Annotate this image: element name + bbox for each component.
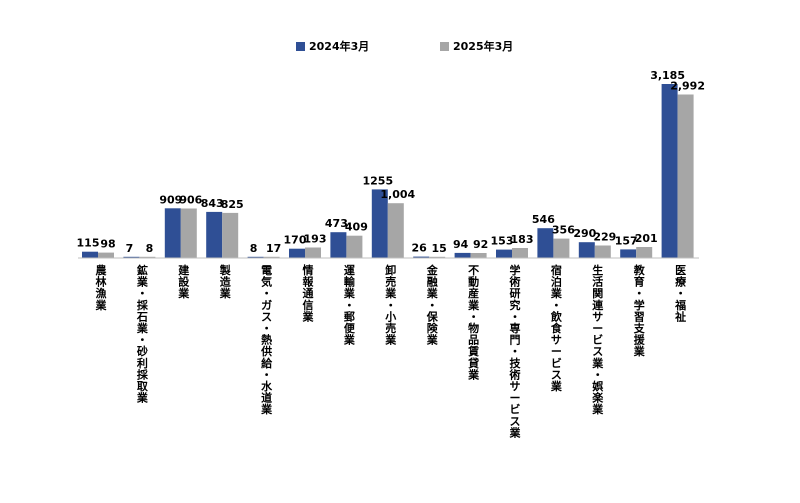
bar-s0-c14 [661, 84, 678, 258]
legend-label-1: 2025年3月 [453, 39, 513, 53]
bar-s0-c7 [371, 189, 388, 258]
category-label-6: 運輸業・郵便業 [343, 264, 356, 347]
value-label-s1-c11: 356 [552, 224, 575, 237]
bar-s1-c12 [594, 245, 611, 258]
value-label-s1-c4: 17 [266, 242, 281, 255]
category-label-7: 卸売業・小売業 [384, 263, 397, 347]
value-label-s0-c3: 843 [201, 197, 224, 210]
bar-s1-c3 [222, 212, 239, 258]
category-label-4: 電気・ガス・熱供給・水道業 [260, 264, 273, 416]
bar-s0-c2 [164, 208, 181, 258]
value-label-s1-c6: 409 [345, 221, 368, 234]
value-label-s0-c14: 3,185 [650, 69, 685, 82]
value-label-s1-c12: 229 [593, 231, 616, 244]
category-label-0: 農林漁業 [95, 263, 108, 312]
category-label-2: 建設業 [177, 263, 190, 300]
legend-swatch-0 [296, 42, 305, 51]
value-label-s1-c14: 2,992 [670, 80, 705, 93]
value-label-s1-c1: 8 [146, 242, 154, 255]
bar-s0-c1 [123, 256, 140, 258]
value-label-s0-c5: 170 [284, 234, 307, 247]
bar-s1-c4 [263, 256, 280, 258]
category-label-14: 医療・福祉 [674, 264, 687, 323]
bar-s0-c5 [289, 248, 305, 258]
bar-s0-c13 [620, 249, 637, 258]
value-label-s0-c7: 1255 [362, 174, 393, 187]
bar-s1-c5 [305, 247, 321, 258]
bar-s0-c9 [454, 252, 471, 258]
category-label-5: 情報通信業 [302, 263, 315, 323]
category-label-13: 教育・学習支援業 [633, 263, 646, 358]
value-label-s1-c13: 201 [635, 232, 658, 245]
value-label-s1-c3: 825 [221, 198, 244, 211]
legend: 2024年3月 2025年3月 [296, 39, 513, 53]
bars-group [82, 84, 694, 258]
category-label-8: 金融業・保険業 [426, 263, 439, 347]
value-label-s1-c0: 98 [100, 238, 115, 251]
value-label-s1-c10: 183 [511, 233, 534, 246]
bar-s1-c9 [470, 253, 487, 258]
value-label-s0-c4: 8 [250, 242, 258, 255]
value-label-s0-c8: 26 [412, 242, 428, 255]
value-label-s1-c2: 906 [179, 194, 202, 207]
category-label-1: 鉱業・採石業・砂利採取業 [136, 263, 149, 405]
category-label-11: 宿泊業・飲食サービス業 [550, 263, 563, 393]
value-label-s0-c11: 546 [532, 213, 555, 226]
bar-s1-c1 [139, 256, 156, 258]
value-label-s1-c8: 15 [432, 242, 447, 255]
value-label-s1-c9: 92 [473, 238, 488, 251]
bar-s0-c11 [537, 228, 554, 258]
category-labels-group: 農林漁業 鉱業・採石業・砂利採取業 建設業 製造業 電気・ガス・熱供給・水道業 情報通信業… [95, 263, 688, 439]
bar-s0-c3 [206, 211, 223, 258]
bar-s1-c8 [429, 256, 446, 258]
value-label-s0-c0: 115 [77, 237, 100, 250]
bar-s1-c11 [553, 238, 570, 258]
value-label-s0-c6: 473 [325, 217, 348, 230]
bar-s0-c0 [82, 251, 98, 258]
bar-s1-c7 [387, 203, 404, 258]
category-label-12: 生活関連サービス業・娯楽業 [591, 263, 604, 416]
legend-swatch-1 [440, 42, 449, 51]
category-label-3: 製造業 [219, 263, 232, 300]
bar-s0-c12 [578, 242, 595, 258]
value-label-s1-c7: 1,004 [380, 188, 415, 201]
category-label-9: 不動産業・物品賃貸業 [467, 264, 480, 381]
value-label-s0-c12: 290 [573, 227, 596, 240]
value-label-s1-c5: 193 [304, 233, 327, 246]
value-label-s0-c1: 7 [126, 242, 134, 255]
value-label-s0-c13: 157 [615, 234, 638, 247]
bar-s1-c14 [677, 94, 694, 258]
bar-s1-c2 [180, 208, 197, 258]
category-label-10: 学術研究・専門・技術サービス業 [509, 263, 522, 439]
legend-label-0: 2024年3月 [309, 39, 369, 53]
bar-s1-c6 [346, 235, 363, 258]
bar-s0-c8 [413, 256, 430, 258]
bar-s0-c6 [330, 232, 347, 258]
bar-s1-c13 [636, 247, 653, 258]
value-label-s0-c10: 153 [491, 235, 514, 248]
bar-s1-c0 [98, 252, 114, 258]
bar-s0-c4 [247, 256, 264, 258]
value-labels-group: 115 7 909 843 8 170 473 1255 26 94 153 546 290 157 3,1… [77, 69, 705, 255]
value-label-s0-c2: 909 [159, 193, 182, 206]
value-label-s0-c9: 94 [453, 238, 469, 251]
bar-s1-c10 [512, 248, 528, 258]
bar-s0-c10 [496, 249, 512, 258]
